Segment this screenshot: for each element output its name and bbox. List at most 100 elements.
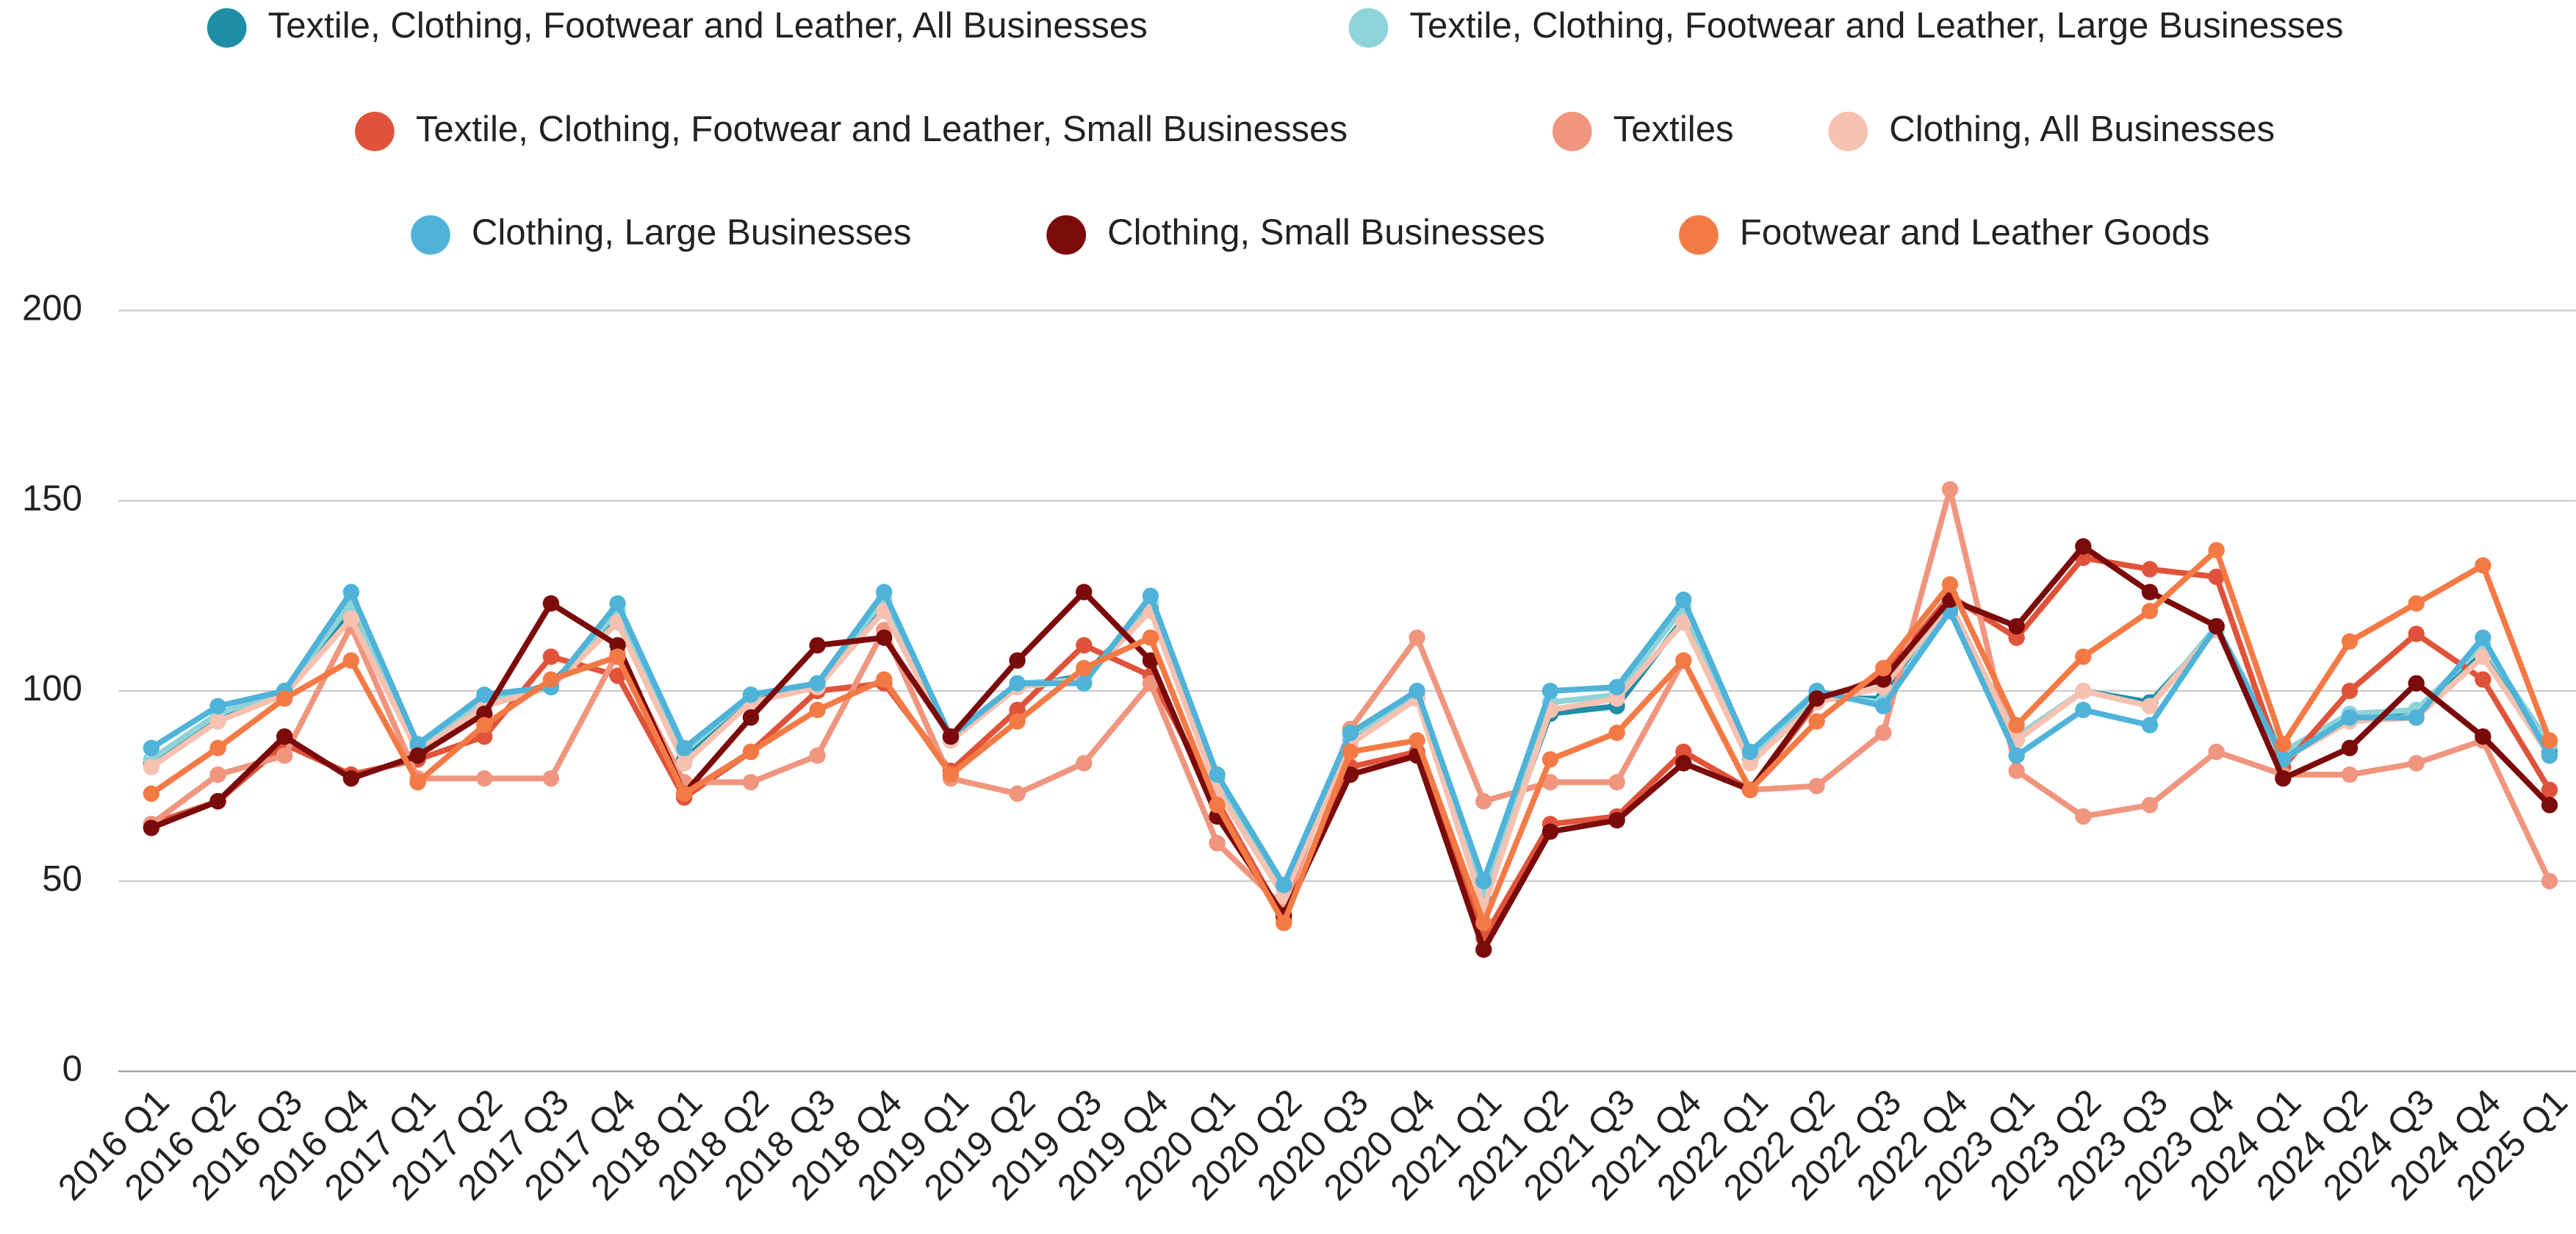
data-point — [1076, 584, 1093, 600]
data-point — [1408, 732, 1425, 749]
data-point — [542, 595, 560, 612]
data-point — [1009, 652, 1026, 669]
legend-label: Textile, Clothing, Footwear and Leather,… — [1409, 5, 2343, 46]
data-point — [1142, 652, 1159, 669]
data-point — [2541, 732, 2558, 749]
data-point — [2408, 625, 2425, 642]
data-point — [143, 819, 160, 836]
data-point — [2075, 682, 2092, 700]
data-point — [2008, 717, 2025, 733]
data-point — [209, 793, 226, 810]
data-point — [2341, 739, 2359, 756]
data-point — [342, 652, 360, 669]
data-point — [2408, 595, 2425, 612]
data-point — [1675, 755, 1692, 772]
data-point — [2475, 671, 2492, 688]
legend-marker — [206, 8, 247, 48]
data-point — [276, 747, 293, 764]
data-point — [342, 584, 360, 600]
data-point — [476, 717, 493, 733]
data-point — [1941, 576, 1959, 593]
data-point — [1209, 834, 1226, 852]
data-point — [876, 671, 893, 688]
data-point — [209, 739, 226, 756]
data-point — [1475, 793, 1492, 810]
data-point — [276, 690, 293, 707]
data-point — [542, 648, 560, 665]
legend-label: Clothing, Small Businesses — [1107, 212, 1545, 253]
data-point — [1342, 724, 1359, 742]
data-point — [2208, 568, 2225, 586]
legend-marker — [1679, 215, 1719, 255]
data-point — [809, 701, 826, 719]
data-point — [2341, 709, 2359, 726]
data-point — [476, 770, 493, 787]
y-tick-label: 100 — [22, 668, 82, 709]
legend-label: Clothing, Large Businesses — [472, 212, 912, 253]
y-tick-label: 150 — [22, 478, 82, 518]
data-point — [1541, 682, 1559, 700]
data-point — [742, 709, 760, 726]
data-point — [1675, 591, 1692, 609]
data-point — [1475, 872, 1492, 890]
data-point — [676, 739, 693, 756]
data-point — [2408, 675, 2425, 692]
data-point — [2008, 747, 2025, 764]
data-point — [1276, 914, 1292, 931]
data-point — [209, 713, 226, 730]
legend-marker — [1348, 8, 1389, 48]
data-point — [809, 636, 826, 654]
data-point — [2475, 648, 2492, 665]
y-tick-label: 200 — [22, 288, 82, 329]
data-point — [1675, 614, 1692, 631]
data-point — [809, 747, 826, 764]
data-point — [409, 736, 426, 753]
data-point — [2075, 701, 2092, 719]
legend-label: Textile, Clothing, Footwear and Leather,… — [268, 5, 1148, 46]
y-tick-label: 50 — [42, 858, 82, 899]
data-point — [1276, 876, 1292, 894]
data-point — [2075, 648, 2092, 665]
data-point — [676, 785, 693, 803]
data-point — [1142, 587, 1159, 604]
data-point — [609, 636, 626, 654]
data-point — [609, 595, 626, 612]
data-point — [143, 739, 160, 756]
legend-marker — [411, 215, 450, 255]
data-point — [1076, 755, 1093, 772]
data-point — [1875, 724, 1892, 742]
data-point — [1209, 766, 1226, 783]
legend-label: Clothing, All Businesses — [1889, 109, 2275, 149]
data-point — [876, 629, 893, 646]
data-point — [1875, 659, 1892, 677]
data-point — [1342, 743, 1359, 761]
data-point — [2541, 872, 2558, 890]
data-point — [1009, 785, 1026, 803]
legend-label: Textiles — [1613, 109, 1734, 149]
data-point — [942, 728, 960, 745]
data-point — [742, 774, 760, 791]
data-point — [342, 770, 360, 787]
data-point — [1541, 774, 1559, 791]
data-point — [1741, 781, 1759, 798]
data-point — [1808, 713, 1825, 730]
data-point — [1608, 811, 1625, 829]
data-point — [1009, 675, 1026, 692]
legend-marker — [355, 112, 395, 151]
data-point — [1608, 678, 1625, 696]
data-point — [409, 747, 426, 764]
data-point — [2075, 538, 2092, 555]
data-point — [542, 671, 560, 688]
data-point — [2208, 743, 2225, 761]
data-point — [1475, 914, 1492, 931]
data-point — [1541, 823, 1559, 840]
data-point — [1076, 675, 1093, 692]
legend-label: Footwear and Leather Goods — [1740, 212, 2210, 253]
data-point — [2541, 797, 2558, 814]
data-point — [1142, 675, 1159, 692]
data-point — [1808, 778, 1825, 794]
data-point — [676, 755, 693, 772]
data-point — [2208, 617, 2225, 635]
data-point — [1342, 766, 1359, 783]
data-point — [2341, 766, 2359, 783]
